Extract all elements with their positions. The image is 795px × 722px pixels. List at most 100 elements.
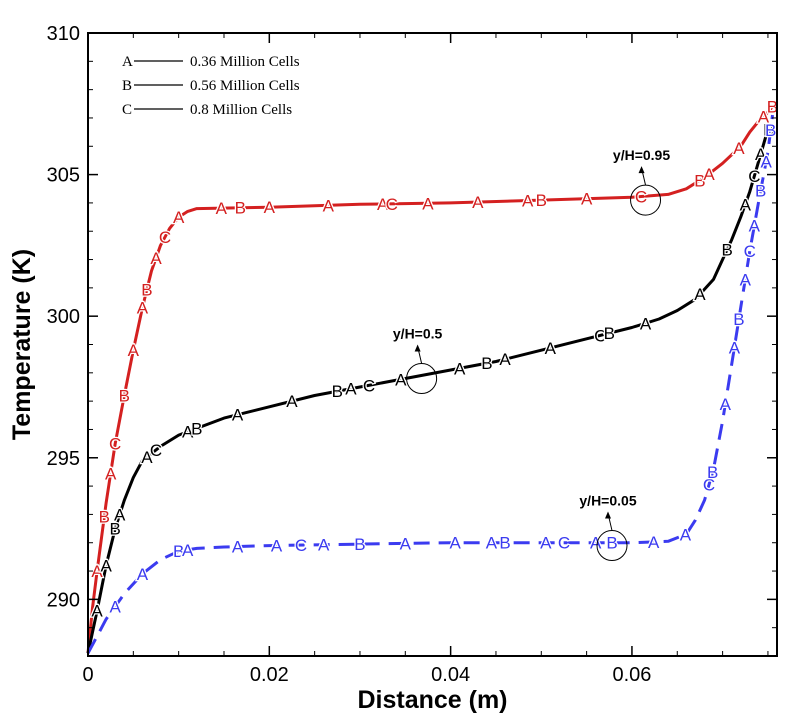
series-marker: C <box>703 476 715 495</box>
series-marker: A <box>141 448 153 467</box>
series-marker: B <box>721 241 732 260</box>
series-marker: B <box>119 386 130 405</box>
annotation-arrowhead <box>414 344 421 352</box>
series-marker: B <box>733 310 744 329</box>
series-marker: A <box>472 193 484 212</box>
annotation-label: y/H=0.05 <box>579 493 636 509</box>
series-marker: B <box>606 534 617 553</box>
series-marker: A <box>522 192 534 211</box>
series-marker: A <box>680 526 692 545</box>
series-marker: A <box>499 350 511 369</box>
series-marker: C <box>150 441 162 460</box>
legend-label: 0.36 Million Cells <box>190 54 300 70</box>
series-marker: B <box>173 542 184 561</box>
series-marker: A <box>395 370 407 389</box>
series-marker: C <box>748 167 760 186</box>
series-line <box>86 128 770 654</box>
series-marker: A <box>318 536 330 555</box>
series-marker: A <box>740 195 752 214</box>
x-tick-label: 0.04 <box>431 664 470 686</box>
series-marker: A <box>128 341 140 360</box>
x-axis-label: Distance (m) <box>357 686 507 714</box>
series-marker: C <box>159 228 171 247</box>
x-tick-label: 0.06 <box>612 664 651 686</box>
legend: A 0.36 Million Cells B 0.56 Million Cells C 0… <box>122 54 300 118</box>
legend-label: 0.56 Million Cells <box>190 78 300 94</box>
series-marker: A <box>232 406 244 425</box>
series-marker: A <box>105 464 117 483</box>
series-marker: C <box>594 326 606 345</box>
series-marker: B <box>481 354 492 373</box>
series-marker: A <box>286 392 298 411</box>
series-marker: A <box>648 533 660 552</box>
series-marker: A <box>755 145 767 164</box>
series-marker: B <box>141 280 152 299</box>
series-marker: A <box>110 597 122 616</box>
series-marker: C <box>109 435 121 454</box>
series-marker: B <box>499 534 510 553</box>
x-tick-label: 0.02 <box>250 664 289 686</box>
series-marker: A <box>232 538 244 557</box>
annotation-label: y/H=0.5 <box>393 325 443 341</box>
series-marker: A <box>694 285 706 304</box>
series-marker: A <box>377 195 389 214</box>
series-marker: A <box>271 536 283 555</box>
series-marker: A <box>323 196 335 215</box>
series-marker: A <box>703 165 715 184</box>
series-marker: B <box>354 535 365 554</box>
series-marker: B <box>763 120 774 139</box>
series-marker: A <box>729 338 741 357</box>
series-marker: B <box>332 382 343 401</box>
y-tick-label: 295 <box>47 448 80 470</box>
series-marker: A <box>216 199 228 218</box>
series-marker: A <box>150 249 162 268</box>
series-marker: A <box>182 423 194 442</box>
y-tick-label: 305 <box>47 165 80 187</box>
series-marker: A <box>91 602 103 621</box>
series-marker: A <box>545 339 557 358</box>
series-marker: A <box>422 194 434 213</box>
series-marker: A <box>760 153 772 172</box>
series-marker: B <box>694 171 705 190</box>
legend-label: 0.8 Million Cells <box>190 102 292 118</box>
series-marker: A <box>749 217 761 236</box>
series-marker: A <box>345 380 357 399</box>
series-marker: A <box>182 541 194 560</box>
y-tick-label: 300 <box>47 306 80 328</box>
tick-layer: 0 0.02 0.04 0.06 290 295 300 305 310 <box>47 23 777 686</box>
series-marker: B <box>235 199 246 218</box>
series-marker: A <box>454 359 466 378</box>
series-layer <box>86 105 774 654</box>
series-marker: C <box>744 242 756 261</box>
series-marker: B <box>191 419 202 438</box>
series-line <box>86 114 774 654</box>
series-marker: A <box>114 505 126 524</box>
series-marker: C <box>386 195 398 214</box>
annotation-label: y/H=0.95 <box>613 147 670 163</box>
y-tick-label: 290 <box>47 589 80 611</box>
series-marker: C <box>558 534 570 553</box>
series-marker: C <box>363 376 375 395</box>
series-line <box>86 105 774 654</box>
series-marker: B <box>765 121 776 140</box>
series-marker: A <box>758 108 770 127</box>
annotation-layer: y/H=0.95 y/H=0.5 y/H=0.05 <box>393 147 670 562</box>
legend-key: B <box>122 78 132 94</box>
series-marker: B <box>536 191 547 210</box>
series-marker: B <box>99 508 110 527</box>
series-marker: A <box>449 534 461 553</box>
series-marker: C <box>635 188 647 207</box>
x-tick-label: 0 <box>82 664 93 686</box>
series-marker: B <box>767 98 778 117</box>
series-marker: A <box>733 139 745 158</box>
series-marker: B <box>604 324 615 343</box>
legend-key: C <box>122 102 132 118</box>
series-marker: A <box>740 270 752 289</box>
series-marker: A <box>137 299 149 318</box>
series-marker: A <box>100 556 112 575</box>
series-marker: A <box>264 198 276 217</box>
series-marker: A <box>540 534 552 553</box>
series-marker: A <box>173 208 185 227</box>
series-marker: B <box>707 463 718 482</box>
